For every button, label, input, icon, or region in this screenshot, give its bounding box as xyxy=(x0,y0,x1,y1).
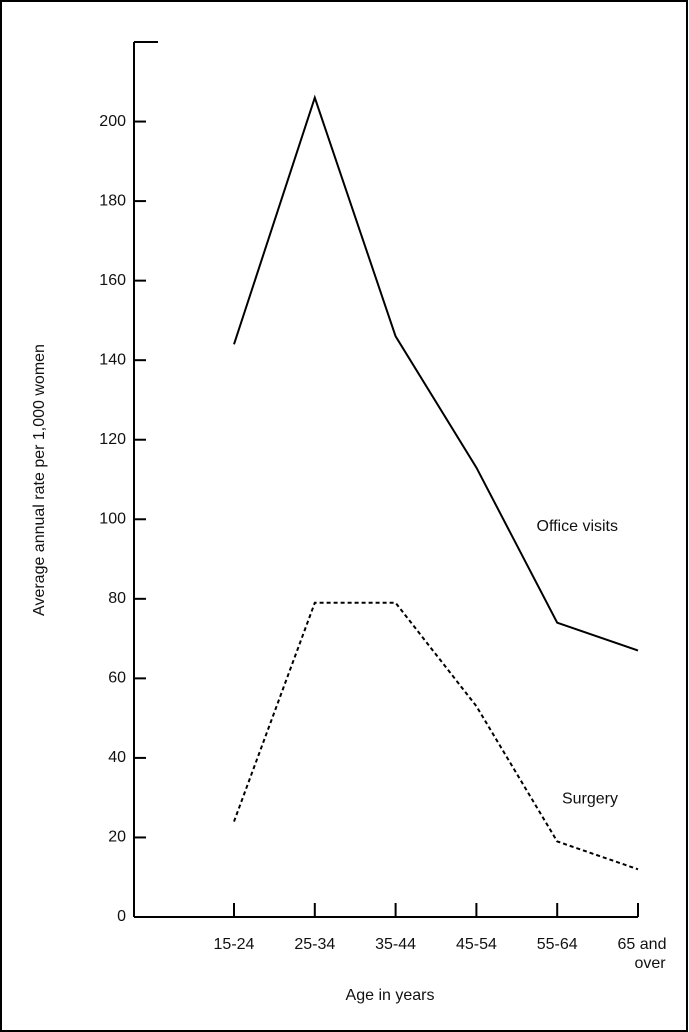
series-line xyxy=(233,94,639,652)
y-tick-label: 160 xyxy=(99,272,126,289)
y-tick-label: 100 xyxy=(99,510,126,527)
series-label: Office visits xyxy=(537,518,619,535)
y-tick-label: 80 xyxy=(108,590,126,607)
y-tick-label: 120 xyxy=(99,431,126,448)
x-tick-label: 25-34 xyxy=(294,936,335,953)
y-tick-label: 60 xyxy=(108,670,126,687)
x-tick-label: 55-64 xyxy=(537,936,578,953)
y-tick-label: 200 xyxy=(99,113,126,130)
series-line xyxy=(233,601,639,871)
y-tick-label: 180 xyxy=(99,192,126,209)
y-tick-label: 20 xyxy=(108,829,126,846)
y-tick-label: 40 xyxy=(108,749,126,766)
x-tick-label: 45-54 xyxy=(456,936,497,953)
y-axis-label: Average annual rate per 1,000 women xyxy=(31,344,48,616)
series-label: Surgery xyxy=(562,791,618,808)
y-tick-label: 0 xyxy=(117,908,126,925)
x-tick-label: 35-44 xyxy=(375,936,416,953)
x-tick-label: 65 and over xyxy=(618,936,667,972)
x-axis-label: Age in years xyxy=(346,987,435,1004)
y-tick-label: 140 xyxy=(99,351,126,368)
x-tick-label: 15-24 xyxy=(214,936,255,953)
